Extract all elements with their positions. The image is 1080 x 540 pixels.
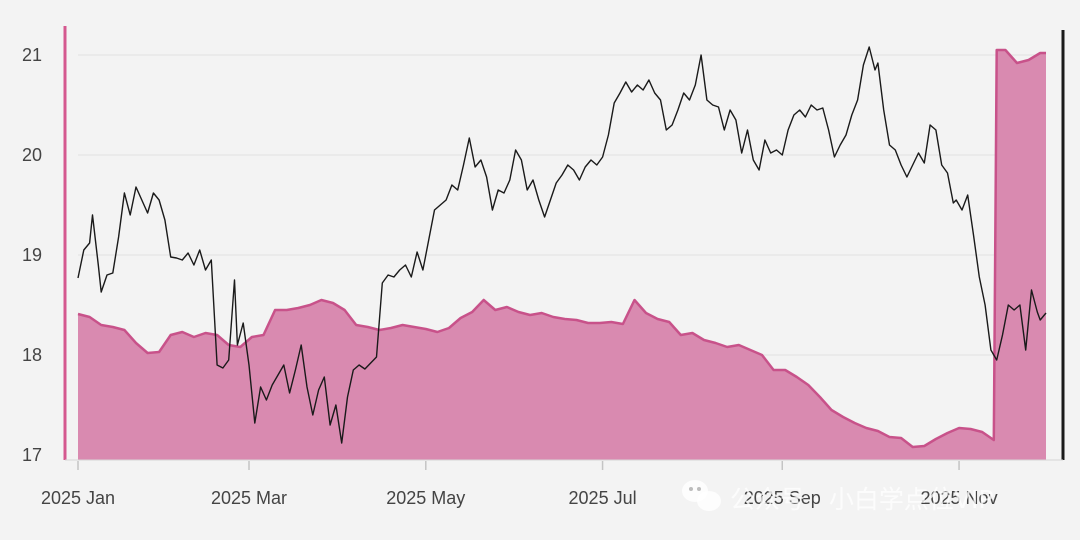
watermark: 公众号 · 小白学点位VIP xyxy=(682,480,993,514)
y-tick-label: 19 xyxy=(22,245,42,265)
price-line xyxy=(77,46,1047,444)
price-line-series xyxy=(77,46,1047,444)
y-axis-ticks: 17 18 19 20 21 xyxy=(22,45,42,465)
x-tick-label: 2025 Jan xyxy=(41,488,115,508)
x-axis-ticks: 2025 Jan 2025 Mar 2025 May 2025 Jul 2025 Sep… xyxy=(41,461,998,508)
axes xyxy=(63,26,1065,461)
y-tick-label: 21 xyxy=(22,45,42,65)
indicator-area-series xyxy=(77,48,1046,460)
indicator-area-edge xyxy=(77,48,1046,449)
x-tick-label: 2025 Sep xyxy=(744,488,821,508)
wechat-icon xyxy=(682,480,721,511)
x-tick-label: 2025 May xyxy=(386,488,465,508)
y-tick-label: 17 xyxy=(22,445,42,465)
indicator-area-fill xyxy=(78,50,1046,460)
x-tick-label: 2025 Jul xyxy=(569,488,637,508)
x-tick-label: 2025 Mar xyxy=(211,488,287,508)
y-tick-label: 18 xyxy=(22,345,42,365)
x-tick-label: 2025 Nov xyxy=(921,488,998,508)
y-tick-label: 20 xyxy=(22,145,42,165)
watermark-text: 公众号 · 小白学点位VIP xyxy=(730,485,993,514)
